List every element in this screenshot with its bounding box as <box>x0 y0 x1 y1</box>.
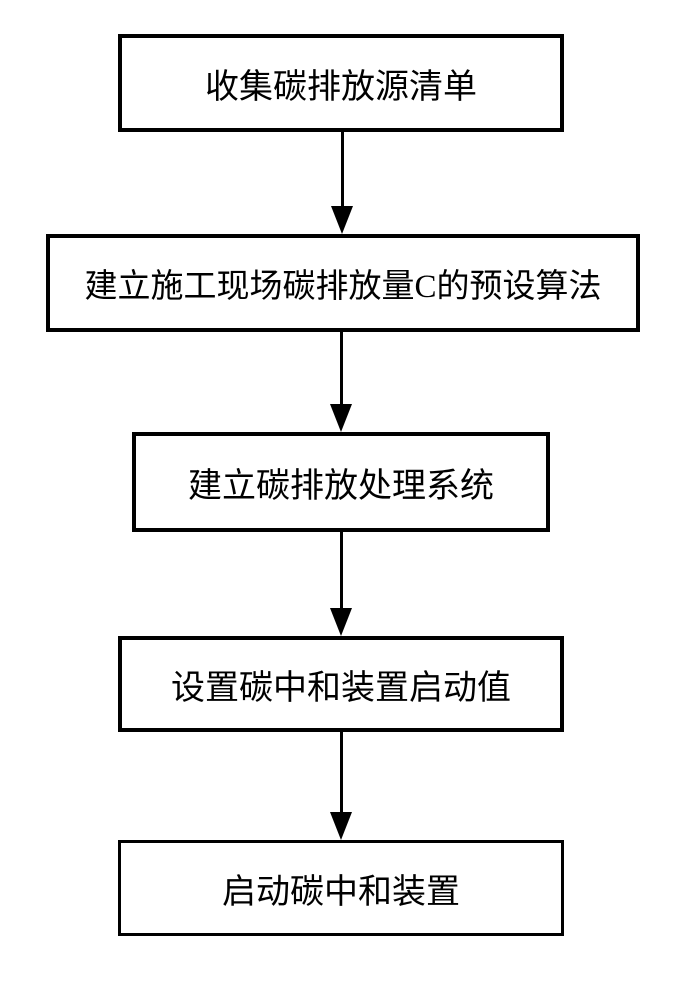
flow-node-5-label: 启动碳中和装置 <box>222 864 460 913</box>
arrow-1-line <box>341 132 344 206</box>
flowchart-container: 收集碳排放源清单 建立施工现场碳排放量C的预设算法 建立碳排放处理系统 设置碳中… <box>0 0 686 1000</box>
arrow-4-line <box>340 732 343 812</box>
flow-node-2: 建立施工现场碳排放量C的预设算法 <box>46 234 640 332</box>
flow-node-4: 设置碳中和装置启动值 <box>118 636 564 732</box>
flow-node-3-label: 建立碳排放处理系统 <box>188 458 494 507</box>
arrow-2-line <box>340 332 343 404</box>
flow-node-2-label: 建立施工现场碳排放量C的预设算法 <box>84 259 601 307</box>
arrow-3-line <box>340 532 343 608</box>
flow-node-1: 收集碳排放源清单 <box>118 34 564 132</box>
flow-node-1-label: 收集碳排放源清单 <box>205 59 477 108</box>
arrow-2-head <box>330 404 352 432</box>
flow-node-5: 启动碳中和装置 <box>118 840 564 936</box>
flow-node-3: 建立碳排放处理系统 <box>132 432 550 532</box>
arrow-3-head <box>330 608 352 636</box>
flow-node-4-label: 设置碳中和装置启动值 <box>171 660 511 709</box>
arrow-1-head <box>331 206 353 234</box>
arrow-4-head <box>330 812 352 840</box>
